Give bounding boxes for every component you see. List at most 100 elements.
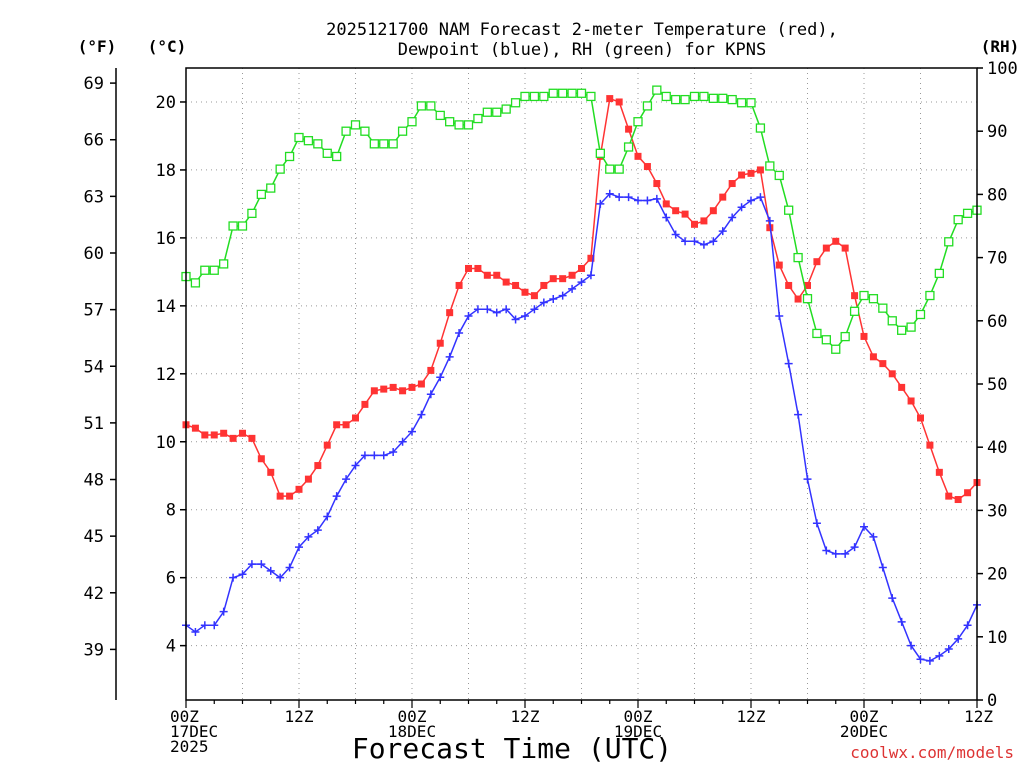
temperature-marker	[408, 383, 416, 391]
temperature-marker	[964, 489, 972, 497]
temperature-marker	[747, 169, 755, 177]
dewpoint-marker	[681, 237, 690, 246]
rh-marker	[953, 215, 963, 225]
rh-marker	[831, 344, 841, 354]
rh-marker	[426, 101, 436, 111]
rh-tick-label: 40	[987, 438, 1007, 458]
dewpoint-marker	[878, 563, 887, 572]
rh-marker	[190, 278, 201, 288]
rh-marker	[360, 126, 370, 136]
dewpoint-marker	[728, 213, 737, 222]
rh-marker	[906, 322, 916, 332]
rh-marker	[322, 148, 332, 158]
rh-marker	[482, 107, 492, 117]
dewpoint-marker	[652, 194, 661, 203]
dewpoint-marker	[935, 651, 944, 660]
plot-area-border	[185, 67, 978, 701]
rh-marker	[473, 113, 483, 124]
dewpoint-marker	[643, 196, 652, 205]
rh-marker	[661, 91, 671, 102]
dewpoint-marker	[558, 291, 567, 300]
time-tick-label: 00Z	[850, 707, 879, 726]
fahrenheit-tick-label: 48	[84, 471, 104, 491]
time-tick-label: 19DEC	[614, 722, 662, 741]
temperature-marker	[210, 431, 218, 439]
dewpoint-marker	[605, 189, 614, 198]
time-tick-label: 00Z	[624, 707, 653, 726]
rh-marker	[821, 335, 831, 345]
dewpoint-marker	[634, 196, 642, 205]
rh-marker	[671, 94, 681, 105]
temperature-marker	[559, 275, 567, 283]
dewpoint-marker	[521, 312, 529, 321]
temperature-marker	[248, 434, 256, 442]
celsius-tick-label: 16	[156, 229, 176, 249]
temperature-marker	[709, 207, 717, 215]
rh-marker	[925, 290, 935, 301]
temperature-marker	[775, 261, 783, 269]
rh-marker	[708, 93, 718, 103]
rh-tick-label: 50	[987, 375, 1007, 395]
rh-marker	[548, 88, 558, 98]
temperature-marker	[606, 95, 614, 103]
temperature-marker	[257, 455, 265, 463]
dewpoint-marker	[709, 237, 718, 246]
dewpoint-marker	[549, 295, 558, 304]
rh-marker	[237, 221, 248, 231]
dewpoint-marker	[445, 352, 454, 361]
rh-marker	[275, 164, 285, 174]
temperature-marker	[380, 385, 388, 393]
temperature-marker	[220, 429, 228, 437]
dewpoint-marker	[831, 549, 840, 558]
temperature-marker	[738, 171, 746, 179]
fahrenheit-tick-label: 45	[84, 527, 104, 547]
fahrenheit-unit-label: (°F)	[78, 37, 117, 56]
rh-marker	[407, 117, 417, 127]
dewpoint-marker	[426, 390, 435, 399]
temperature-marker	[483, 271, 491, 279]
rh-marker	[595, 148, 605, 158]
temperature-marker	[662, 200, 670, 208]
time-tick-label: 12Z	[964, 707, 993, 726]
rh-marker	[388, 139, 398, 149]
dewpoint-marker	[492, 308, 501, 317]
temperature-marker	[568, 271, 576, 279]
rh-marker	[944, 237, 954, 247]
dewpoint-marker	[615, 193, 624, 202]
rh-marker	[605, 164, 615, 174]
temperature-marker	[728, 180, 736, 188]
dewpoint-marker	[916, 655, 925, 664]
rh-tick-label: 10	[987, 628, 1007, 648]
temperature-marker	[691, 220, 698, 228]
dewpoint-marker	[360, 451, 369, 460]
dewpoint-marker	[841, 549, 850, 558]
x-axis-title: Forecast Time (UTC)	[352, 732, 672, 765]
rh-axis: 0 10 20 30 40 50 60 70 80 90 100	[977, 59, 1018, 711]
dewpoint-marker	[756, 193, 765, 202]
rh-marker	[501, 104, 511, 114]
celsius-tick-label: 18	[156, 161, 176, 181]
dewpoint-marker	[568, 284, 577, 293]
temperature-marker	[804, 281, 811, 289]
rh-marker	[332, 151, 342, 162]
time-tick-label: 12Z	[511, 707, 540, 726]
dewpoint-marker	[888, 594, 897, 603]
rh-marker	[859, 290, 869, 301]
dewpoint-marker	[530, 305, 539, 314]
temperature-marker	[634, 152, 642, 160]
dewpoint-marker	[238, 570, 247, 579]
temperature-marker	[276, 492, 284, 500]
rh-marker	[633, 117, 643, 127]
temperature-marker	[201, 431, 209, 439]
time-tick-label: 18DEC	[388, 722, 436, 741]
rh-marker	[558, 88, 568, 98]
rh-marker	[228, 221, 238, 231]
rh-marker	[793, 252, 803, 263]
time-tick-label: 00Z	[170, 707, 199, 726]
dewpoint-marker	[784, 359, 793, 368]
rh-marker	[784, 205, 794, 215]
fahrenheit-tick-label: 51	[84, 414, 104, 434]
chart-title-line-1: 2025121700 NAM Forecast 2-meter Temperat…	[326, 20, 838, 40]
chart-title-line-2: Dewpoint (blue), RH (green) for KPNS	[398, 40, 766, 60]
